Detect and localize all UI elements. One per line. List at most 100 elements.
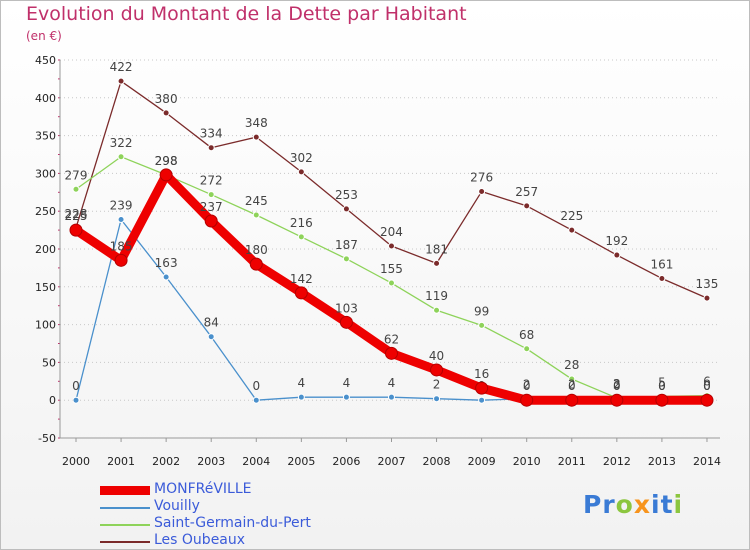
data-label: 2: [613, 378, 621, 392]
logo-letter: o: [615, 490, 634, 519]
y-tick-label: 0: [49, 394, 56, 407]
x-tick-label: 2006: [332, 455, 360, 468]
data-label: 181: [425, 242, 448, 256]
legend-swatch: [100, 486, 150, 495]
data-point: [249, 257, 263, 271]
x-tick-label: 2001: [107, 455, 135, 468]
data-point: [117, 153, 125, 161]
data-label: 119: [425, 289, 448, 303]
data-label: 185: [110, 239, 133, 253]
data-label: 84: [204, 316, 219, 330]
x-tick-label: 2008: [423, 455, 451, 468]
data-label: 380: [155, 92, 178, 106]
data-point: [430, 363, 444, 377]
data-label: 0: [568, 379, 576, 393]
data-point: [69, 223, 83, 237]
data-label: 2: [568, 378, 576, 392]
x-tick-label: 2000: [62, 455, 90, 468]
logo-letter: r: [602, 490, 616, 519]
legend-label: MONFRéVILLE: [154, 481, 252, 497]
y-tick-label: 100: [35, 319, 56, 332]
data-label: 142: [290, 272, 313, 286]
x-tick-label: 2003: [197, 455, 225, 468]
data-point: [658, 274, 666, 282]
data-point: [252, 211, 260, 219]
logo-letter: P: [583, 490, 603, 519]
data-label: 302: [290, 151, 313, 165]
data-point: [204, 214, 218, 228]
data-label: 279: [65, 168, 88, 182]
data-label: 62: [384, 332, 399, 346]
data-point: [72, 185, 80, 193]
data-label: 245: [245, 194, 268, 208]
data-label: 239: [110, 199, 133, 213]
chart-title: Evolution du Montant de la Dette par Hab…: [26, 3, 467, 25]
data-label: 103: [335, 301, 358, 315]
legend-swatch: [100, 541, 150, 543]
data-label: 257: [515, 185, 538, 199]
x-tick-label: 2012: [603, 455, 631, 468]
data-point: [568, 226, 576, 234]
data-point: [387, 242, 395, 250]
y-tick-label: -50: [38, 432, 56, 445]
data-label: 272: [200, 174, 223, 188]
data-label: 5: [658, 375, 666, 389]
data-label: 225: [65, 209, 88, 223]
x-tick-label: 2007: [377, 455, 405, 468]
x-tick-label: 2013: [648, 455, 676, 468]
data-point: [162, 109, 170, 117]
data-label: 4: [388, 376, 396, 390]
data-label: 135: [696, 277, 719, 291]
data-label: 0: [613, 379, 621, 393]
data-label: 192: [605, 234, 628, 248]
legend-swatch: [100, 524, 150, 526]
data-point: [342, 255, 350, 263]
data-label: 4: [343, 376, 351, 390]
data-point: [207, 191, 215, 199]
data-point: [478, 188, 486, 196]
data-point: [384, 346, 398, 360]
y-tick-label: 150: [35, 281, 56, 294]
data-label: 180: [245, 243, 268, 257]
legend-label: Saint-Germain-du-Pert: [154, 515, 311, 531]
data-point: [703, 294, 711, 302]
data-point: [523, 202, 531, 210]
legend-label: Les Oubeaux: [154, 532, 246, 548]
data-label: 187: [335, 238, 358, 252]
data-point: [478, 396, 486, 404]
proxiti-logo: Proxiti: [583, 490, 683, 519]
legend-swatch: [100, 507, 150, 509]
data-label: 276: [470, 171, 493, 185]
data-point: [478, 321, 486, 329]
data-label: 0: [658, 379, 666, 393]
data-point: [297, 168, 305, 176]
logo-letter: i: [673, 490, 684, 519]
logo-letter: x: [633, 490, 651, 519]
x-tick-label: 2010: [513, 455, 541, 468]
data-label: 237: [200, 200, 223, 214]
data-label: 0: [703, 379, 711, 393]
data-point: [655, 393, 669, 407]
y-tick-label: 350: [35, 130, 56, 143]
data-point: [433, 395, 441, 403]
data-point: [568, 375, 576, 383]
data-label: 0: [72, 379, 80, 393]
data-point: [565, 393, 579, 407]
data-label: 422: [110, 60, 133, 74]
data-label: 0: [658, 379, 666, 393]
chart-subtitle: (en €): [26, 29, 62, 43]
data-point: [114, 253, 128, 267]
data-label: 298: [155, 154, 178, 168]
data-point: [523, 345, 531, 353]
data-point: [433, 306, 441, 314]
data-point: [252, 133, 260, 141]
y-tick-label: 300: [35, 167, 56, 180]
data-label: 2: [523, 378, 531, 392]
data-point: [433, 259, 441, 267]
y-tick-label: 200: [35, 243, 56, 256]
data-point: [475, 381, 489, 395]
data-point: [162, 273, 170, 281]
data-label: 334: [200, 127, 223, 141]
